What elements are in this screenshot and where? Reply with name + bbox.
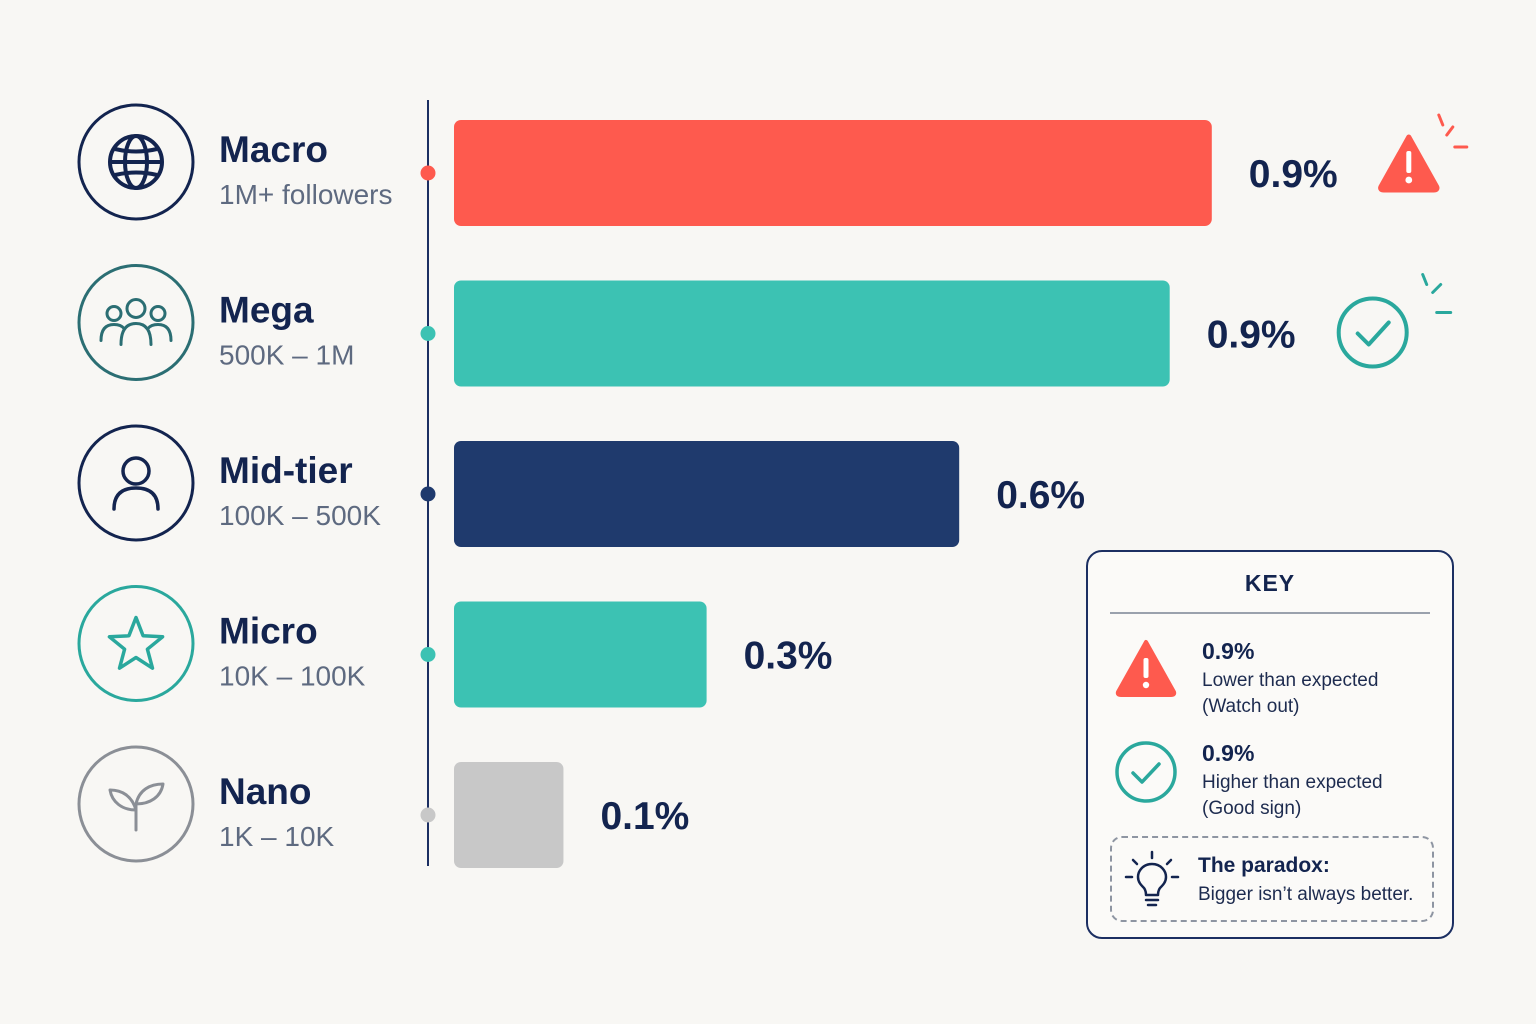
- star-icon: [77, 585, 195, 702]
- tier-name: Nano: [219, 771, 312, 812]
- warning-icon: [1378, 113, 1469, 193]
- group-icon: [77, 264, 195, 381]
- key-entry-description: Lower than expected (Watch out): [1202, 668, 1422, 720]
- lightbulb-icon: [1124, 850, 1180, 907]
- tier-range: 1K – 10K: [219, 821, 335, 852]
- bar-mid-tier: [454, 441, 960, 547]
- value-label: 0.3%: [744, 635, 833, 678]
- value-label: 0.1%: [600, 795, 689, 838]
- key-entry-value: 0.9%: [1202, 638, 1255, 664]
- key-entry-higher: 0.9% Higher than expected (Good sign): [1114, 740, 1434, 830]
- bar-micro: [454, 601, 707, 708]
- key-entry-value: 0.9%: [1202, 740, 1255, 766]
- tier-range: 1M+ followers: [219, 179, 393, 210]
- bar-macro: [454, 120, 1212, 226]
- key-entry-line1: Higher than expected: [1202, 772, 1383, 793]
- tier-name: Mid-tier: [219, 450, 353, 491]
- tier-range: 10K – 100K: [219, 661, 366, 692]
- key-entry-line2: (Good sign): [1202, 798, 1302, 819]
- tier-name: Micro: [219, 611, 318, 652]
- key-entry-description: Higher than expected (Good sign): [1202, 770, 1422, 822]
- tier-range: 500K – 1M: [219, 340, 354, 371]
- paradox-title: The paradox:: [1198, 854, 1330, 877]
- timeline-dot: [420, 647, 436, 662]
- user-icon: [77, 424, 195, 542]
- globe-icon: [77, 103, 195, 221]
- value-label: 0.6%: [996, 474, 1085, 517]
- key-panel: KEY 0.9% Lower than expected (Watch out)…: [1086, 550, 1454, 939]
- key-divider: [1110, 612, 1430, 614]
- timeline-dot: [420, 807, 436, 823]
- timeline-dot: [420, 165, 436, 181]
- check-icon: [1115, 741, 1177, 803]
- paradox-text: Bigger isn’t always better.: [1198, 884, 1414, 905]
- value-label: 0.9%: [1207, 314, 1296, 357]
- key-entry-line1: Lower than expected: [1202, 670, 1379, 691]
- check-icon: [1336, 273, 1453, 369]
- value-label: 0.9%: [1249, 153, 1338, 196]
- tier-range: 100K – 500K: [219, 500, 381, 531]
- bar-mega: [454, 280, 1170, 387]
- key-entry-line2: (Watch out): [1202, 696, 1300, 717]
- sprout-icon: [77, 745, 195, 863]
- timeline-dot: [420, 326, 436, 341]
- tier-name: Macro: [219, 129, 328, 170]
- key-entry-lower: 0.9% Lower than expected (Watch out): [1114, 638, 1434, 728]
- bar-nano: [454, 762, 564, 868]
- paradox-callout: The paradox: Bigger isn’t always better.: [1110, 836, 1434, 922]
- timeline-dot: [420, 486, 436, 502]
- tier-name: Mega: [219, 290, 314, 331]
- key-title: KEY: [1244, 570, 1296, 596]
- warning-icon: [1115, 640, 1177, 697]
